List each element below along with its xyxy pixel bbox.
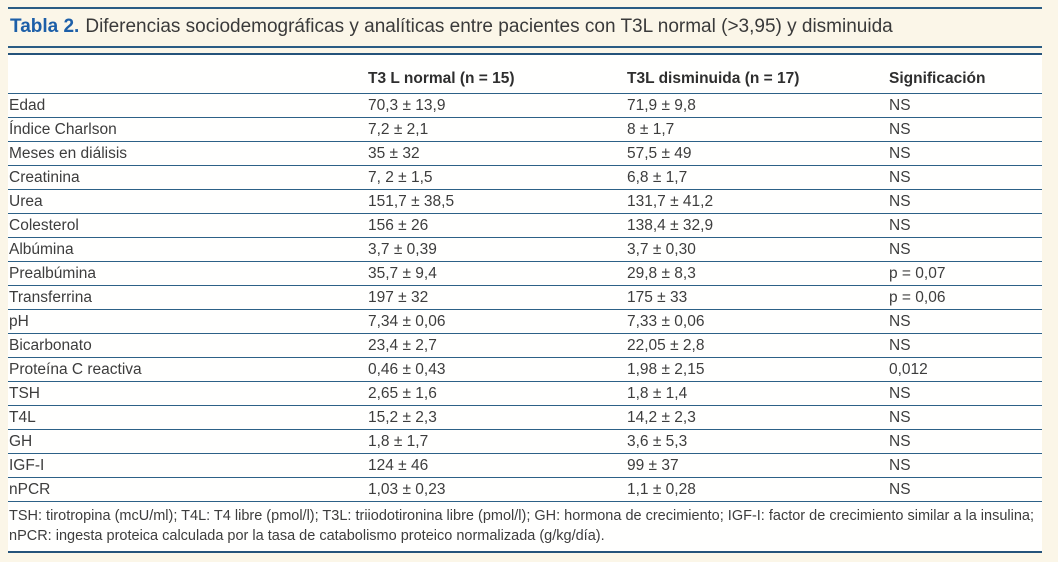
- value-t3l-disminuida: 131,7 ± 41,2: [627, 193, 714, 210]
- value-significacion: NS: [889, 313, 911, 330]
- table-header-row: T3 L normal (n = 15) T3L disminuida (n =…: [8, 55, 1042, 94]
- value-t3l-normal: 2,65 ± 1,6: [368, 385, 437, 402]
- table-row: Albúmina 3,7 ± 0,39 3,7 ± 0,30 NS: [8, 238, 1042, 262]
- column-header-significacion: Significación: [889, 70, 986, 87]
- value-t3l-disminuida: 71,9 ± 9,8: [627, 97, 696, 114]
- table-row: Colesterol 156 ± 26 138,4 ± 32,9 NS: [8, 214, 1042, 238]
- value-t3l-normal: 156 ± 26: [368, 217, 429, 234]
- value-significacion: NS: [889, 217, 911, 234]
- row-label: TSH: [9, 385, 40, 402]
- value-t3l-normal: 35 ± 32: [368, 145, 420, 162]
- value-significacion: NS: [889, 241, 911, 258]
- data-table: T3 L normal (n = 15) T3L disminuida (n =…: [8, 53, 1042, 502]
- table-row: Meses en diálisis 35 ± 32 57,5 ± 49 NS: [8, 142, 1042, 166]
- row-label: Proteína C reactiva: [9, 361, 142, 378]
- value-t3l-disminuida: 1,1 ± 0,28: [627, 481, 696, 498]
- value-t3l-normal: 7,2 ± 2,1: [368, 121, 429, 138]
- column-header-t3l-disminuida: T3L disminuida (n = 17): [627, 70, 800, 87]
- row-label: T4L: [9, 409, 36, 426]
- value-t3l-normal: 7,34 ± 0,06: [368, 313, 446, 330]
- value-t3l-normal: 3,7 ± 0,39: [368, 241, 437, 258]
- value-t3l-disminuida: 7,33 ± 0,06: [627, 313, 705, 330]
- value-significacion: NS: [889, 121, 911, 138]
- value-significacion: NS: [889, 409, 911, 426]
- value-t3l-disminuida: 8 ± 1,7: [627, 121, 675, 138]
- table-row: Prealbúmina 35,7 ± 9,4 29,8 ± 8,3 p = 0,…: [8, 262, 1042, 286]
- row-label: Colesterol: [9, 217, 79, 234]
- value-t3l-normal: 23,4 ± 2,7: [368, 337, 437, 354]
- row-label: Meses en diálisis: [9, 145, 128, 162]
- table-row: Proteína C reactiva 0,46 ± 0,43 1,98 ± 2…: [8, 358, 1042, 382]
- table-title-text: Diferencias sociodemográficas y analític…: [85, 16, 893, 37]
- row-label: Albúmina: [9, 241, 74, 258]
- value-significacion: NS: [889, 193, 911, 210]
- table-title-number: Tabla 2.: [10, 16, 80, 37]
- table-row: Bicarbonato 23,4 ± 2,7 22,05 ± 2,8 NS: [8, 334, 1042, 358]
- table-row: T4L 15,2 ± 2,3 14,2 ± 2,3 NS: [8, 406, 1042, 430]
- value-t3l-normal: 151,7 ± 38,5: [368, 193, 455, 210]
- row-label: IGF-I: [9, 457, 45, 474]
- value-t3l-disminuida: 175 ± 33: [627, 289, 688, 306]
- value-significacion: NS: [889, 481, 911, 498]
- value-t3l-normal: 70,3 ± 13,9: [368, 97, 446, 114]
- value-t3l-disminuida: 22,05 ± 2,8: [627, 337, 705, 354]
- value-t3l-normal: 1,03 ± 0,23: [368, 481, 446, 498]
- value-t3l-disminuida: 3,7 ± 0,30: [627, 241, 696, 258]
- value-significacion: NS: [889, 337, 911, 354]
- value-t3l-normal: 0,46 ± 0,43: [368, 361, 446, 378]
- table-row: Transferrina 197 ± 32 175 ± 33 p = 0,06: [8, 286, 1042, 310]
- table-row: Edad 70,3 ± 13,9 71,9 ± 9,8 NS: [8, 94, 1042, 118]
- row-label: Bicarbonato: [9, 337, 92, 354]
- value-t3l-disminuida: 99 ± 37: [627, 457, 679, 474]
- value-significacion: p = 0,06: [889, 289, 946, 306]
- table-title: Tabla 2. Diferencias sociodemográficas y …: [8, 7, 1042, 48]
- value-t3l-normal: 197 ± 32: [368, 289, 429, 306]
- row-label: Índice Charlson: [9, 121, 117, 138]
- table-row: IGF-I 124 ± 46 99 ± 37 NS: [8, 454, 1042, 478]
- value-significacion: p = 0,07: [889, 265, 946, 282]
- value-significacion: NS: [889, 457, 911, 474]
- value-t3l-disminuida: 57,5 ± 49: [627, 145, 692, 162]
- value-significacion: NS: [889, 385, 911, 402]
- column-header-t3l-normal: T3 L normal (n = 15): [368, 70, 515, 87]
- value-t3l-normal: 1,8 ± 1,7: [368, 433, 429, 450]
- row-label: Edad: [9, 97, 46, 114]
- table-row: Urea 151,7 ± 38,5 131,7 ± 41,2 NS: [8, 190, 1042, 214]
- column-header-variable: [8, 90, 368, 93]
- row-label: pH: [9, 313, 29, 330]
- value-t3l-normal: 7, 2 ± 1,5: [368, 169, 433, 186]
- value-significacion: NS: [889, 97, 911, 114]
- value-t3l-disminuida: 1,98 ± 2,15: [627, 361, 705, 378]
- row-label: nPCR: [9, 481, 51, 498]
- value-significacion: 0,012: [889, 361, 928, 378]
- value-t3l-disminuida: 1,8 ± 1,4: [627, 385, 688, 402]
- value-t3l-disminuida: 138,4 ± 32,9: [627, 217, 714, 234]
- table-row: Creatinina 7, 2 ± 1,5 6,8 ± 1,7 NS: [8, 166, 1042, 190]
- table-row: nPCR 1,03 ± 0,23 1,1 ± 0,28 NS: [8, 478, 1042, 502]
- row-label: Creatinina: [9, 169, 80, 186]
- table-row: pH 7,34 ± 0,06 7,33 ± 0,06 NS: [8, 310, 1042, 334]
- table-row: GH 1,8 ± 1,7 3,6 ± 5,3 NS: [8, 430, 1042, 454]
- table-row: Índice Charlson 7,2 ± 2,1 8 ± 1,7 NS: [8, 118, 1042, 142]
- table-row: TSH 2,65 ± 1,6 1,8 ± 1,4 NS: [8, 382, 1042, 406]
- value-significacion: NS: [889, 145, 911, 162]
- value-t3l-normal: 15,2 ± 2,3: [368, 409, 437, 426]
- value-t3l-normal: 35,7 ± 9,4: [368, 265, 437, 282]
- row-label: GH: [9, 433, 33, 450]
- row-label: Urea: [9, 193, 43, 210]
- table-body: Edad 70,3 ± 13,9 71,9 ± 9,8 NS Índice Ch…: [8, 94, 1042, 502]
- table-footnote: TSH: tirotropina (mcU/ml); T4L: T4 libre…: [8, 502, 1042, 553]
- value-t3l-disminuida: 29,8 ± 8,3: [627, 265, 696, 282]
- row-label: Prealbúmina: [9, 265, 97, 282]
- row-label: Transferrina: [9, 289, 92, 306]
- value-significacion: NS: [889, 169, 911, 186]
- value-t3l-normal: 124 ± 46: [368, 457, 429, 474]
- value-t3l-disminuida: 6,8 ± 1,7: [627, 169, 688, 186]
- value-significacion: NS: [889, 433, 911, 450]
- value-t3l-disminuida: 14,2 ± 2,3: [627, 409, 696, 426]
- value-t3l-disminuida: 3,6 ± 5,3: [627, 433, 688, 450]
